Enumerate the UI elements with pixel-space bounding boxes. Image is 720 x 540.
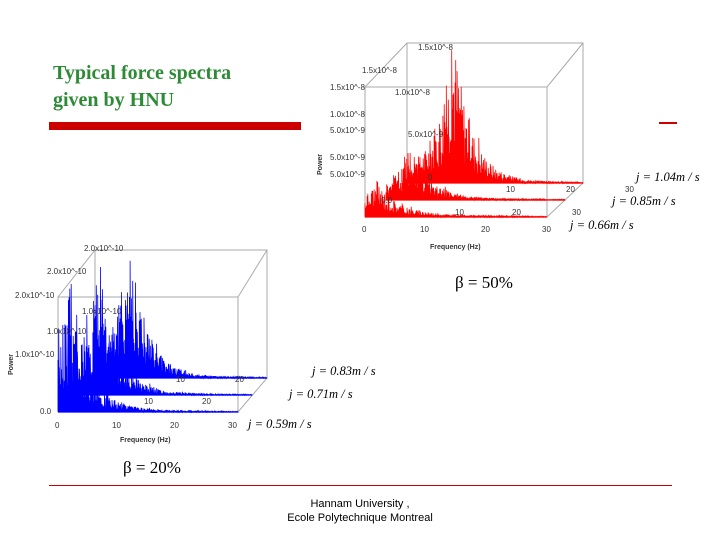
series-label-1: j = 0.85m / s [610, 194, 676, 208]
tick-front-1b: 1.0x10^-10 [15, 350, 55, 359]
tick-top: 2.0x10^-10 [84, 244, 124, 253]
footer-divider [49, 485, 672, 486]
axis-ticks: 1.5x10^-8 1.5x10^-8 1.0x10^-8 1.5x10^-8 … [330, 43, 634, 234]
x-tick-20c: 20 [566, 185, 575, 194]
annotation-beta-20: β = 20% [123, 458, 181, 477]
x-tick-20b: 20 [512, 208, 521, 217]
x-tick-10c: 10 [176, 375, 185, 384]
axis-ticks: 2.0x10^-10 2.0x10^-10 1.0x10^-10 2.0x10^… [15, 244, 244, 430]
x-tick-30: 30 [228, 421, 237, 430]
tick-front-1: 1.0x10^-10 [47, 327, 87, 336]
footer-line1: Hannam University , [310, 498, 410, 510]
tick-front-0: 2.0x10^-10 [15, 291, 55, 300]
slide-title-line1: Typical force spectra [53, 62, 232, 84]
series-group [57, 260, 268, 414]
series-label-1: j = 0.71m / s [287, 387, 353, 401]
x-tick-10: 10 [420, 225, 429, 234]
tick-front-4: 5.0x10^-9 [330, 170, 365, 179]
x-tick-0: 0 [55, 421, 60, 430]
x-tick-0: 0 [362, 225, 367, 234]
footer-line2: Ecole Polytechnique Montreal [287, 512, 433, 524]
slide-title-line2: given by HNU [53, 89, 175, 111]
x-tick-30b: 30 [572, 208, 581, 217]
series-label-0: j = 0.83m / s [310, 364, 376, 378]
slide-title: Typical force spectra given by HNU [53, 60, 313, 114]
x-axis-label: Frequency (Hz) [430, 244, 481, 251]
tick-front-1: 1.0x10^-8 [395, 88, 430, 97]
series-label-0: j = 1.04m / s [634, 170, 700, 184]
tick-top: 1.5x10^-8 [418, 43, 453, 52]
x-tick-10: 10 [112, 421, 121, 430]
footer: Hannam University , Ecole Polytechnique … [260, 497, 460, 525]
tick-front-2: 5.0x10^-9 [330, 126, 365, 135]
series-label-2: j = 0.59m / s [246, 417, 312, 431]
x-tick-10b: 10 [144, 397, 153, 406]
title-accent-bar [49, 122, 301, 130]
x-tick-20: 20 [481, 225, 490, 234]
x-tick-20c: 20 [235, 375, 244, 384]
tick-zero: 0.0 [381, 196, 393, 205]
tick-front-1b: 1.0x10^-8 [330, 110, 365, 119]
tick-back-0: 2.0x10^-10 [47, 267, 87, 276]
annotation-beta-50: β = 50% [455, 273, 513, 292]
tick-back-0: 1.5x10^-8 [362, 66, 397, 75]
x-tick-30c: 30 [625, 185, 634, 194]
x-tick-30: 30 [542, 225, 551, 234]
tick-zero: 0.0 [40, 407, 52, 416]
series-label-2: j = 0.66m / s [568, 218, 634, 232]
spectrum-series-0 [94, 260, 268, 380]
y-axis-label: Power [8, 354, 15, 375]
x-axis-label: Frequency (Hz) [120, 437, 171, 444]
tick-front-0: 1.5x10^-8 [330, 83, 365, 92]
tick-zero-b: 0 [428, 173, 433, 182]
y-axis-label: Power [317, 154, 324, 175]
x-tick-20b: 20 [202, 397, 211, 406]
x-tick-10b: 10 [455, 208, 464, 217]
tick-front-3: 5.0x10^-9 [330, 153, 365, 162]
x-tick-20: 20 [170, 421, 179, 430]
series-group [364, 50, 584, 219]
tick-back-2: 5.0x10^-9 [408, 130, 443, 139]
accent-dash [659, 122, 677, 124]
x-tick-10c: 10 [506, 185, 515, 194]
tick-back-1: 1.0x10^-10 [82, 307, 122, 316]
